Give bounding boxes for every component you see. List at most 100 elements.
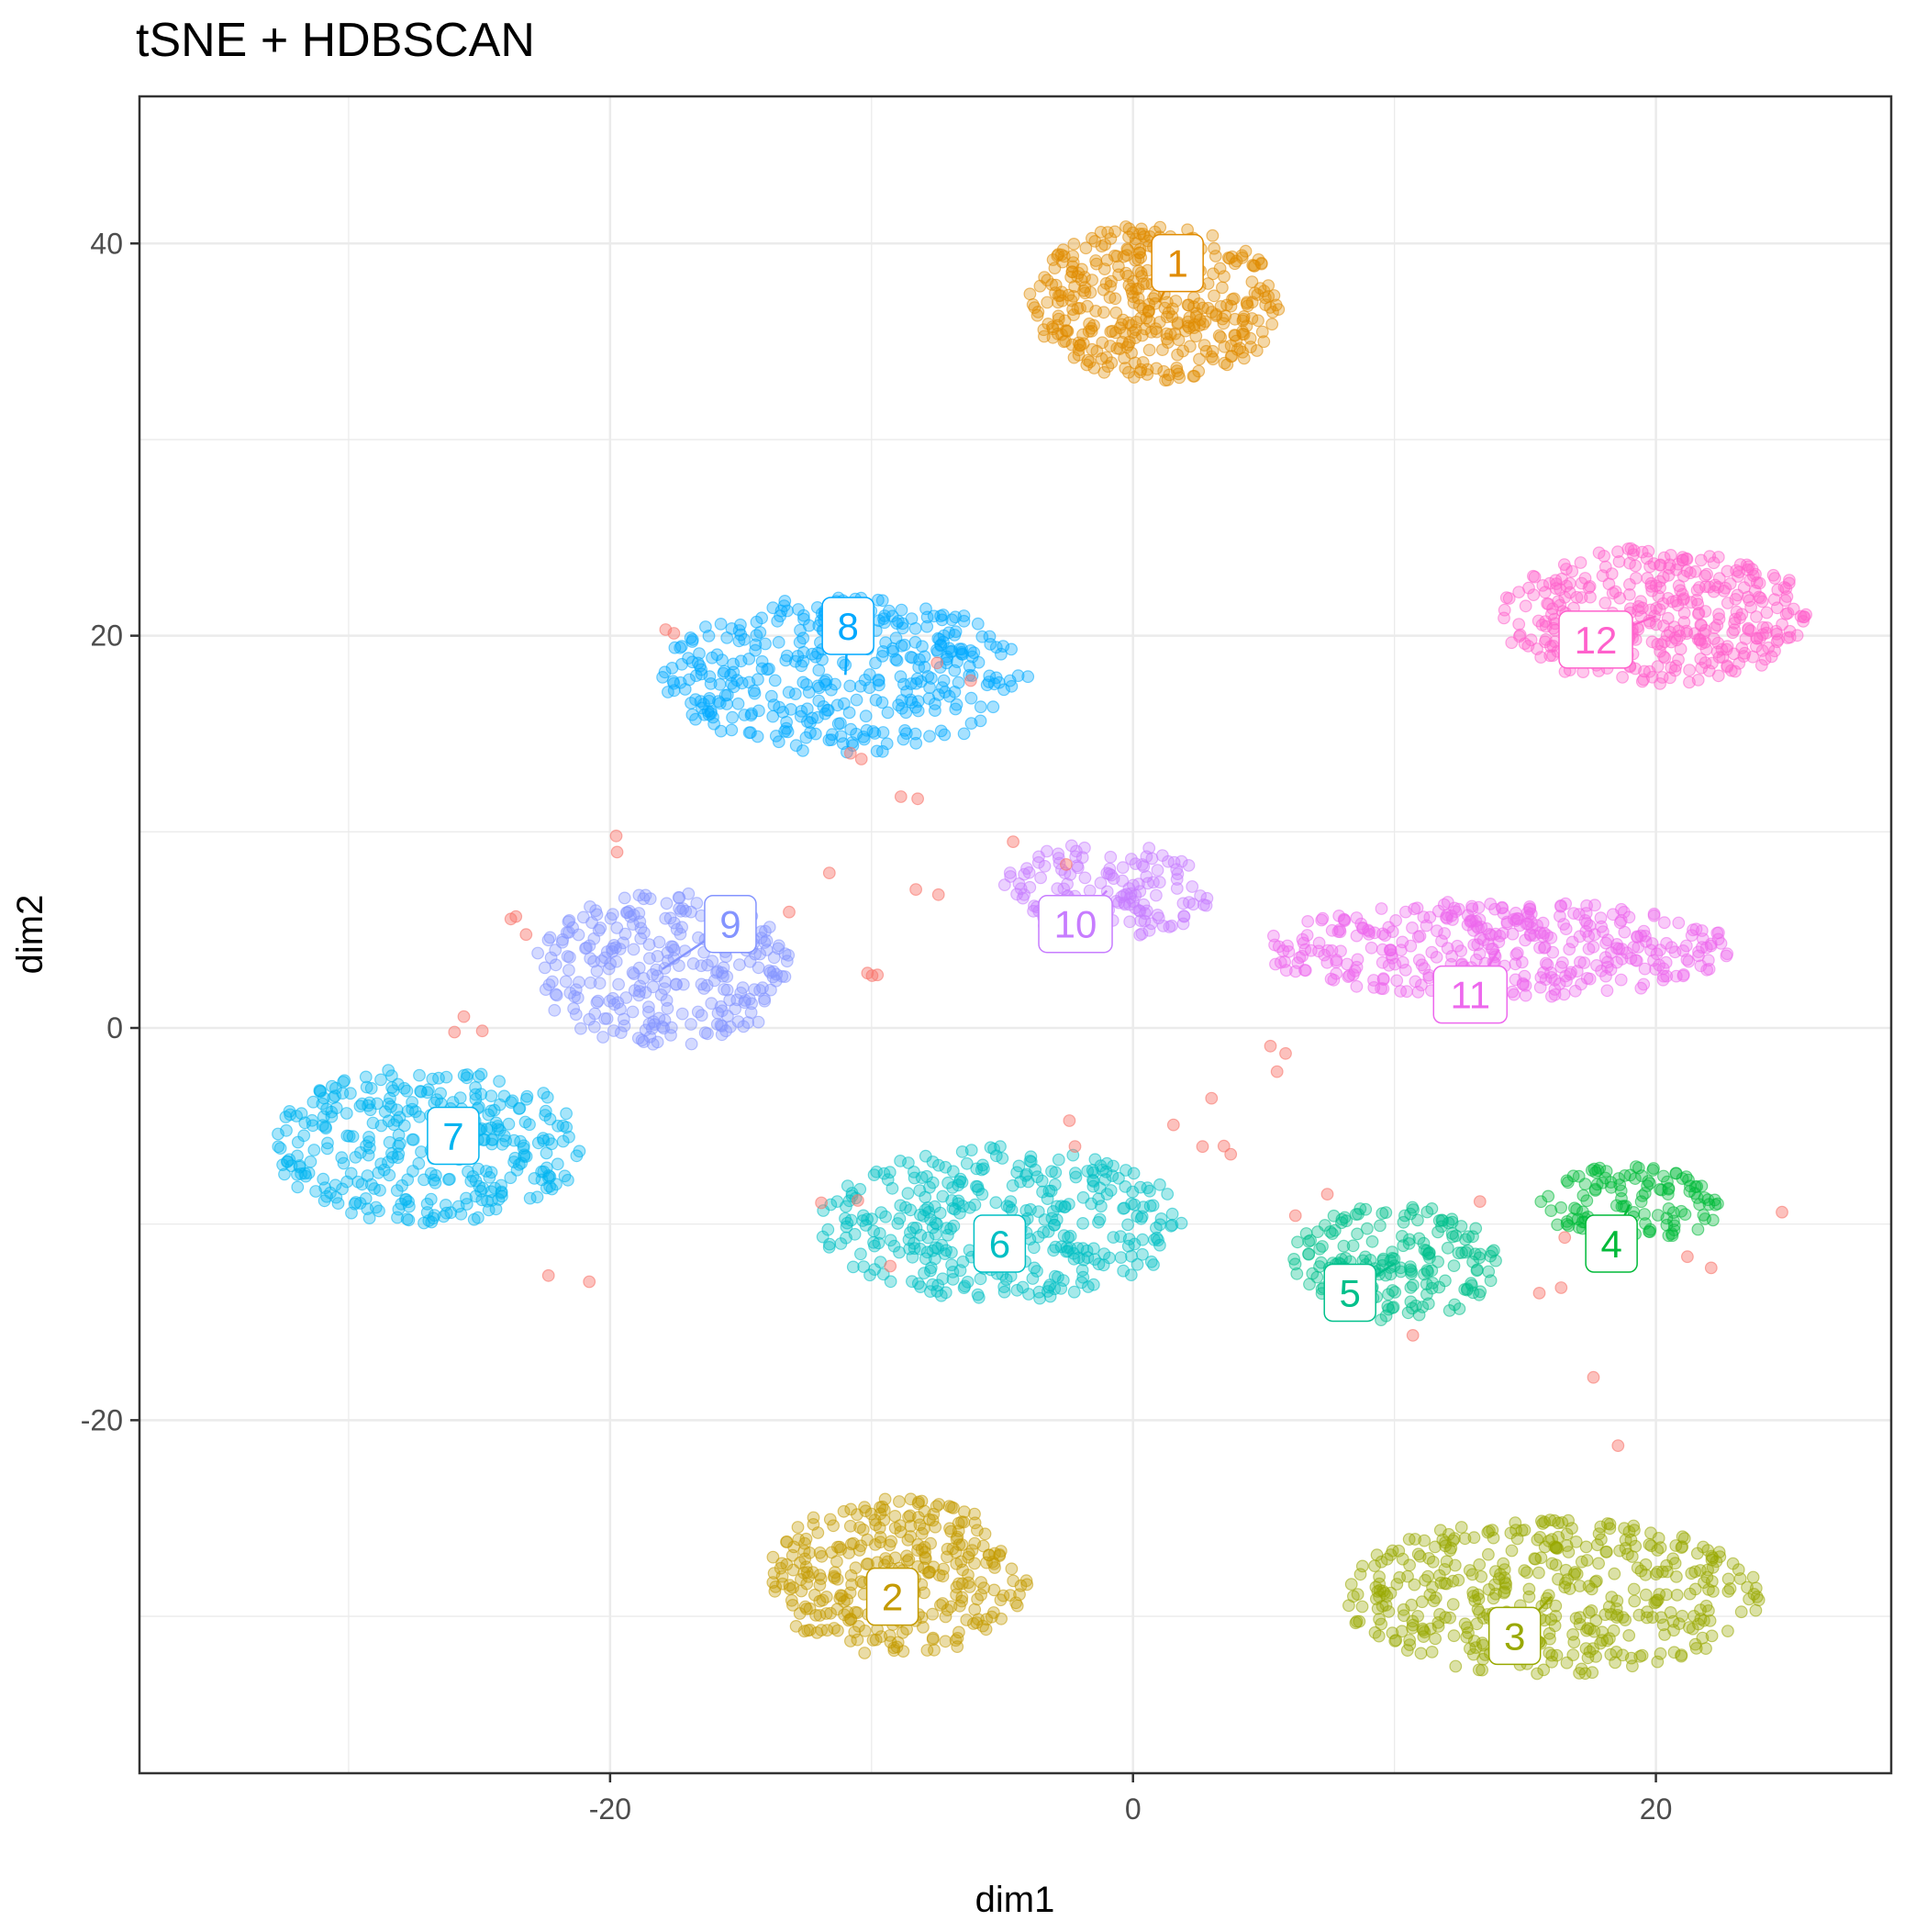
data-point	[1096, 336, 1109, 350]
data-point	[866, 1634, 880, 1647]
data-point	[1579, 1642, 1593, 1655]
data-point	[967, 646, 981, 660]
data-point	[1332, 910, 1346, 922]
data-point	[972, 1183, 985, 1197]
data-point	[755, 654, 769, 668]
data-point	[335, 1151, 349, 1165]
data-point	[880, 737, 894, 751]
data-point	[1528, 570, 1542, 584]
data-point	[1446, 1534, 1460, 1547]
data-point	[1197, 339, 1211, 352]
data-point	[1666, 1206, 1680, 1219]
data-point	[674, 927, 687, 941]
data-point	[702, 630, 716, 642]
data-point	[1064, 1229, 1077, 1243]
noise-point	[583, 1275, 596, 1289]
data-point	[1573, 1611, 1587, 1625]
data-point	[734, 654, 748, 668]
data-point	[1663, 558, 1676, 572]
data-point	[1251, 288, 1264, 301]
data-point	[1403, 1638, 1417, 1651]
data-point	[1023, 287, 1037, 301]
data-point	[935, 681, 949, 694]
data-point	[1019, 1574, 1033, 1588]
data-point	[984, 1141, 997, 1155]
data-point	[1566, 1627, 1579, 1641]
data-point	[1627, 1519, 1641, 1533]
data-point	[1474, 1285, 1487, 1299]
noise-point	[1059, 858, 1073, 871]
data-point	[345, 1206, 358, 1220]
data-point	[995, 1612, 1008, 1625]
data-point	[1649, 1568, 1663, 1580]
data-point	[457, 1068, 471, 1082]
data-point	[1095, 352, 1108, 365]
data-point	[1080, 358, 1094, 372]
data-point	[1078, 871, 1092, 885]
data-point	[670, 977, 683, 991]
data-point	[1086, 1163, 1099, 1177]
data-point	[1411, 1547, 1425, 1561]
data-point	[1675, 1648, 1688, 1661]
noise-point	[1776, 1205, 1788, 1219]
noise-point	[815, 1196, 828, 1210]
data-point	[816, 653, 829, 666]
data-point	[497, 1089, 511, 1103]
data-point	[1094, 877, 1108, 889]
data-point	[1560, 1214, 1574, 1228]
data-point	[1146, 876, 1160, 889]
data-point	[1397, 1239, 1410, 1253]
data-point	[1038, 271, 1052, 285]
data-point	[1440, 1555, 1454, 1569]
data-point	[1104, 279, 1117, 293]
data-point	[1549, 582, 1563, 596]
data-point	[795, 1572, 808, 1586]
data-point	[612, 977, 625, 991]
data-point	[1682, 955, 1696, 968]
data-point	[1523, 928, 1537, 941]
data-point	[1447, 1629, 1461, 1643]
data-point	[869, 1537, 882, 1551]
data-point	[1215, 281, 1229, 295]
data-point	[1245, 275, 1259, 289]
data-point	[530, 1190, 544, 1204]
data-point	[1645, 635, 1659, 649]
data-point	[1113, 342, 1127, 356]
data-point	[1551, 1542, 1565, 1555]
data-point	[1122, 230, 1135, 244]
data-point	[1059, 334, 1072, 348]
data-point	[849, 1561, 863, 1575]
data-point	[887, 1239, 901, 1253]
data-point	[1291, 1235, 1304, 1249]
data-point	[542, 1171, 555, 1185]
data-point	[906, 1250, 919, 1264]
data-point	[1066, 256, 1080, 270]
cluster-label: 4	[1600, 1223, 1621, 1266]
data-point	[656, 671, 669, 684]
data-point	[1502, 592, 1516, 605]
data-point	[720, 983, 734, 997]
data-point	[1397, 1603, 1410, 1616]
data-point	[1375, 1313, 1387, 1326]
data-point	[1111, 260, 1125, 274]
data-point	[1439, 1611, 1452, 1625]
data-point	[598, 1011, 611, 1025]
data-point	[373, 1204, 385, 1218]
data-point	[1170, 873, 1184, 886]
data-point	[1075, 262, 1088, 276]
data-point	[340, 1107, 353, 1120]
data-point	[1350, 979, 1364, 993]
data-point	[1534, 1551, 1548, 1565]
data-point	[1549, 1599, 1563, 1613]
data-point	[1288, 1257, 1302, 1271]
data-point	[1683, 664, 1696, 676]
data-point	[1711, 551, 1725, 564]
data-point	[911, 1277, 925, 1290]
data-point	[342, 1129, 356, 1143]
data-point	[1579, 1540, 1593, 1554]
data-point	[1768, 572, 1782, 585]
data-point	[1085, 1197, 1098, 1211]
data-point	[997, 1285, 1011, 1299]
data-point	[1142, 923, 1156, 937]
data-point	[528, 1171, 541, 1185]
